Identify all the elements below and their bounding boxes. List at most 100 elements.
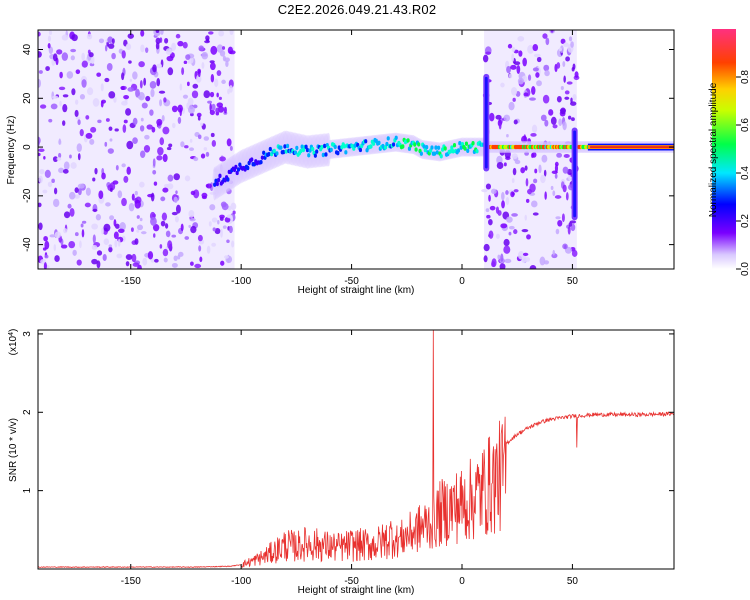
noise-blob (173, 255, 178, 262)
noise-blob (536, 56, 542, 63)
noise-blob (89, 138, 95, 145)
noise-blob (105, 118, 110, 122)
noise-blob (114, 239, 118, 248)
signal-cell (452, 143, 457, 148)
noise-blob (556, 95, 562, 103)
noise-blob (102, 254, 107, 262)
noise-blob (75, 116, 81, 120)
noise-blob (222, 46, 226, 50)
signal-cell (299, 148, 303, 154)
noise-blob (513, 61, 521, 66)
noise-blob (113, 96, 117, 103)
signal-cell (315, 149, 319, 154)
noise-blob (511, 53, 515, 62)
signal-cell (458, 140, 462, 146)
noise-blob (173, 196, 178, 203)
noise-blob (527, 74, 532, 81)
noise-blob (156, 155, 163, 161)
signal-cell (407, 146, 412, 151)
noise-blob (79, 128, 84, 137)
noise-blob (560, 85, 564, 91)
noise-blob (563, 75, 566, 83)
noise-blob (150, 216, 157, 226)
noise-blob (483, 255, 488, 263)
noise-blob (514, 159, 521, 165)
noise-blob (103, 238, 110, 246)
signal-cell (329, 147, 333, 153)
noise-blob (43, 262, 47, 269)
noise-blob (113, 219, 117, 227)
noise-blob (180, 223, 184, 232)
signal-cell (307, 153, 311, 158)
noise-blob (542, 33, 548, 39)
noise-blob (101, 172, 106, 180)
noise-blob (68, 191, 76, 200)
signal-cell (293, 150, 298, 155)
noise-blob (200, 153, 206, 159)
noise-blob (54, 231, 62, 239)
noise-blob (171, 211, 178, 216)
noise-blob (125, 108, 132, 116)
noise-blob (156, 63, 163, 69)
noise-blob (80, 223, 84, 228)
signal-cell (304, 144, 308, 150)
noise-blob (117, 228, 125, 234)
signal-cell (284, 149, 288, 154)
noise-blob (117, 238, 121, 247)
noise-blob (120, 86, 125, 91)
signal-cell (471, 141, 475, 146)
noise-blob (92, 177, 96, 182)
spectrogram-y-tick-label: -20 (22, 188, 33, 203)
signal-cell (281, 149, 286, 155)
snr-y-tick-label: 1 (22, 487, 33, 493)
colorbar: 0.0 0.2 0.4 0.6 0.8 Normalized spectral ampl… (708, 29, 750, 276)
noise-blob (556, 62, 561, 69)
noise-blob (491, 258, 497, 268)
noise-blob (184, 175, 191, 182)
noise-blob (134, 199, 141, 209)
snr-x-axis-label: Height of straight line (km) (298, 585, 415, 596)
noise-blob (47, 43, 51, 49)
noise-blob (77, 188, 82, 196)
noise-blob (152, 158, 156, 167)
noise-blob (206, 38, 210, 43)
spectrogram-x-tick-label: -150 (121, 276, 141, 287)
noise-blob (223, 106, 227, 114)
signal-cell (358, 147, 363, 153)
noise-blob (531, 200, 538, 208)
noise-blob (178, 251, 184, 257)
signal-cell (394, 135, 398, 140)
noise-blob (175, 204, 181, 214)
signal-cell (267, 151, 271, 157)
noise-blob (48, 30, 53, 35)
snr-x-tick-label: -100 (231, 576, 251, 587)
noise-blob (108, 244, 112, 248)
noise-blob (510, 86, 518, 96)
noise-blob (196, 112, 202, 118)
noise-blob (526, 234, 531, 240)
noise-blob (107, 148, 114, 154)
noise-blob (79, 240, 82, 249)
noise-blob (166, 146, 172, 151)
signal-cell (434, 145, 438, 150)
noise-blob (570, 41, 574, 48)
noise-blob (160, 196, 166, 202)
noise-blob (79, 94, 86, 100)
noise-blob (226, 214, 233, 219)
noise-blob (76, 259, 82, 266)
noise-blob (171, 262, 178, 268)
noise-blob (217, 220, 220, 225)
noise-blob (146, 124, 153, 130)
signal-cell (300, 144, 304, 149)
noise-blob (203, 147, 208, 151)
noise-blob (38, 152, 41, 157)
noise-blob (505, 196, 510, 206)
noise-blob (152, 224, 160, 232)
noise-blob (498, 122, 502, 130)
noise-blob (159, 99, 163, 107)
noise-blob (136, 229, 140, 233)
noise-blob (38, 70, 43, 74)
spectrogram-x-tick-label: 0 (459, 276, 465, 287)
noise-blob (174, 216, 179, 223)
